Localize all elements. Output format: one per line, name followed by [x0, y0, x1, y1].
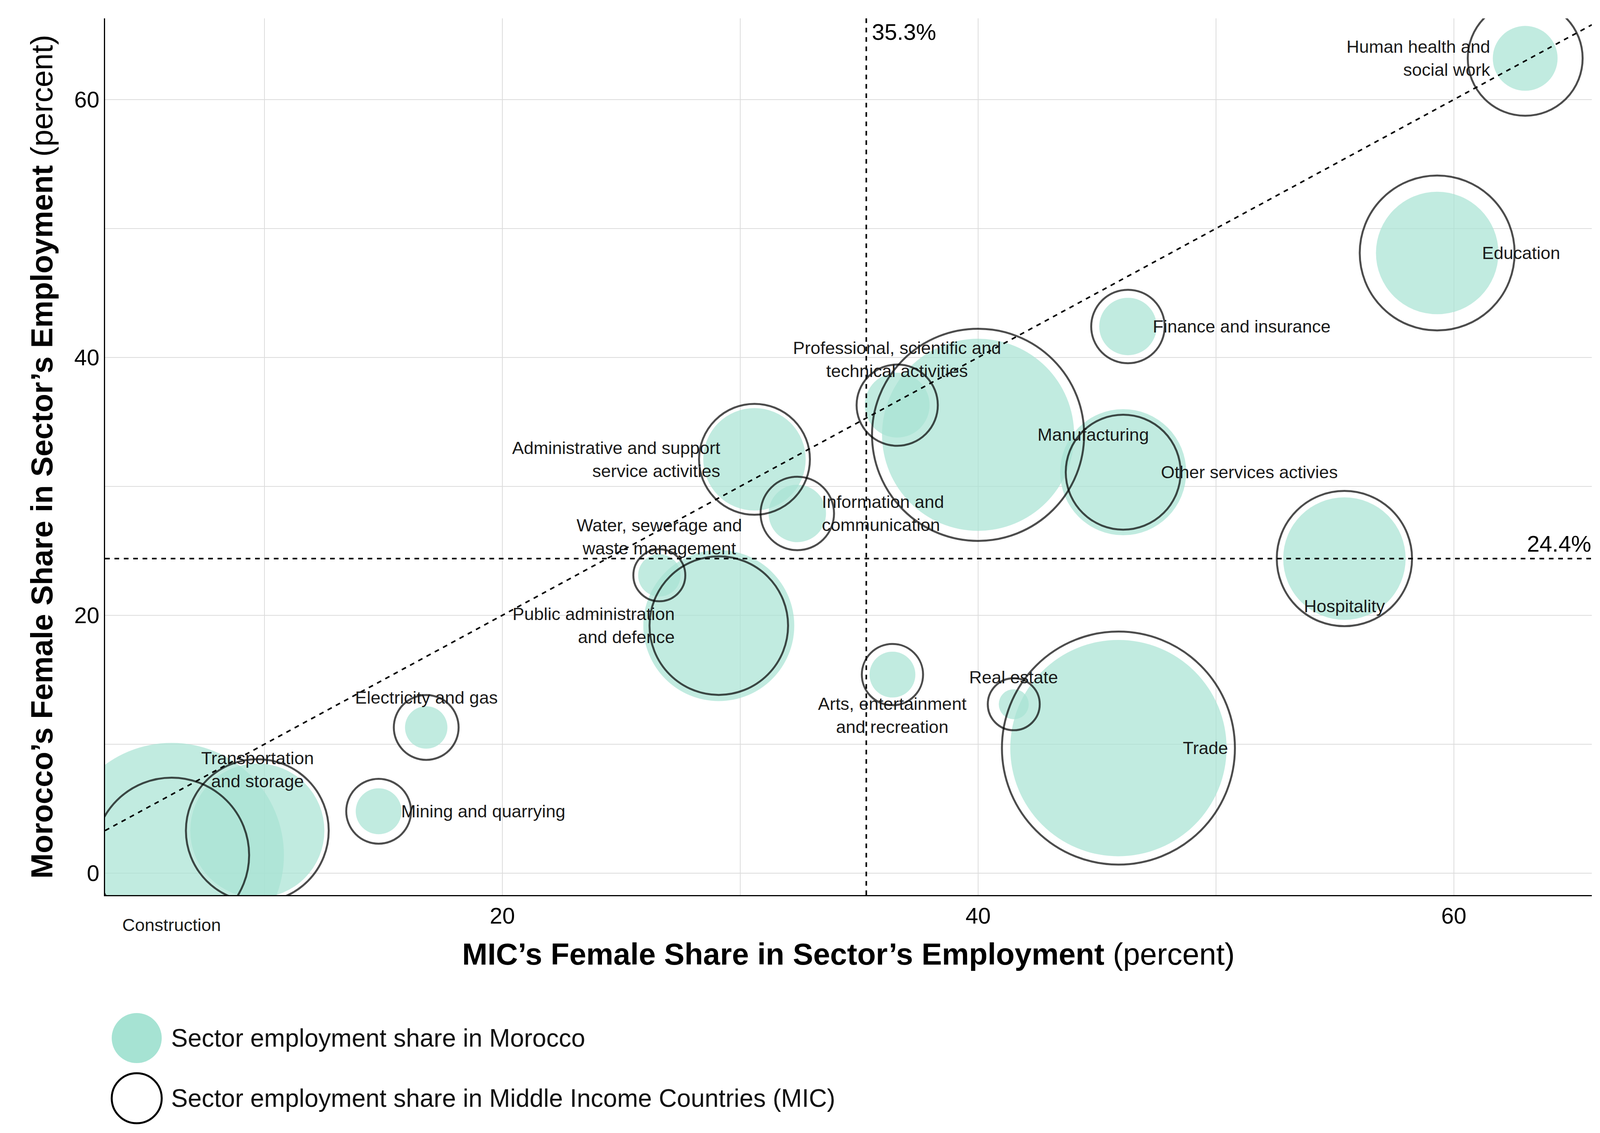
svg-text:Mining and quarrying: Mining and quarrying [401, 801, 566, 822]
svg-text:MIC’s Female Share in Sector’s: MIC’s Female Share in Sector’s Employmen… [462, 936, 1235, 972]
svg-text:60: 60 [74, 86, 100, 113]
svg-text:Electricity and gas: Electricity and gas [355, 687, 498, 708]
svg-text:Education: Education [1482, 242, 1561, 263]
svg-text:Sector employment share in Mor: Sector employment share in Morocco [171, 1023, 586, 1052]
svg-text:20: 20 [489, 902, 516, 929]
svg-text:Finance and insurance: Finance and insurance [1152, 316, 1331, 337]
svg-text:Sector employment share in Mid: Sector employment share in Middle Income… [171, 1083, 836, 1113]
svg-text:20: 20 [74, 602, 100, 628]
svg-text:35.3%: 35.3% [871, 19, 936, 45]
svg-text:Human health andsocial work: Human health andsocial work [1346, 36, 1491, 80]
svg-text:40: 40 [74, 344, 100, 370]
svg-text:Hospitality: Hospitality [1303, 596, 1386, 617]
svg-text:Professional, scientific andte: Professional, scientific andtechnical ac… [792, 337, 1002, 381]
svg-text:Arts, entertainmentand recreat: Arts, entertainmentand recreation [817, 693, 967, 737]
svg-text:60: 60 [1441, 902, 1467, 929]
svg-text:Construction: Construction [122, 914, 222, 935]
svg-text:Real estate: Real estate [969, 667, 1059, 688]
svg-text:Morocco’s Female Share in Sect: Morocco’s Female Share in Sector’s Emplo… [24, 34, 59, 879]
svg-text:Water, sewerage andwaste manag: Water, sewerage andwaste management [576, 515, 743, 559]
svg-text:24.4%: 24.4% [1526, 530, 1592, 557]
svg-text:0: 0 [86, 860, 100, 886]
svg-text:Trade: Trade [1182, 737, 1229, 758]
svg-text:Administrative and supportserv: Administrative and supportservice activi… [512, 437, 721, 481]
svg-text:40: 40 [965, 902, 992, 929]
svg-text:Public administrationand defen: Public administrationand defence [512, 603, 675, 647]
svg-text:Manufacturing: Manufacturing [1037, 424, 1149, 445]
svg-text:Information andcommunication: Information andcommunication [821, 491, 945, 535]
svg-text:Transportationand storage: Transportationand storage [201, 748, 314, 792]
svg-text:Other services activies: Other services activies [1160, 462, 1338, 483]
